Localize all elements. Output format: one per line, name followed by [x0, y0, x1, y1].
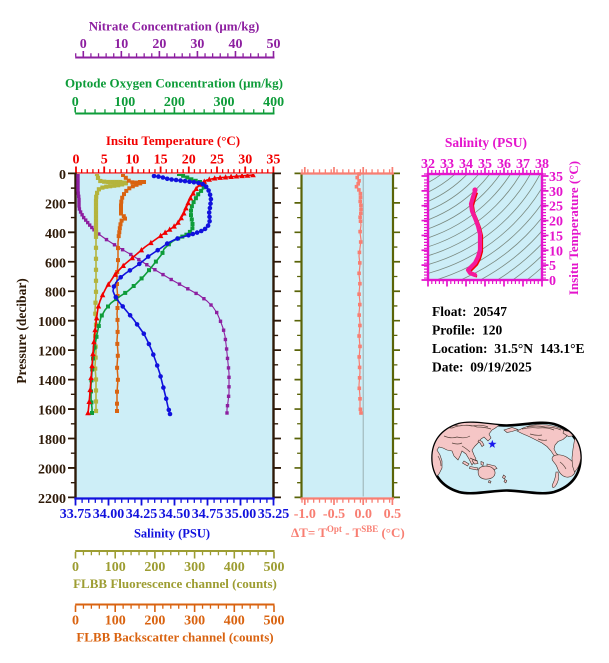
svg-text:Salinity (PSU): Salinity (PSU) — [445, 135, 527, 150]
svg-text:15: 15 — [154, 153, 168, 168]
svg-text:-0.5: -0.5 — [323, 507, 345, 522]
svg-text:37: 37 — [516, 157, 530, 172]
svg-text:Pressure (decibar): Pressure (decibar) — [14, 278, 29, 384]
svg-text:33: 33 — [440, 157, 454, 172]
svg-text:FLBB Backscatter channel (coun: FLBB Backscatter channel (counts) — [76, 630, 273, 645]
svg-text:300: 300 — [184, 614, 205, 629]
svg-text:30: 30 — [190, 37, 204, 52]
svg-text:300: 300 — [214, 95, 235, 110]
svg-text:-1.0: -1.0 — [294, 507, 316, 522]
svg-text:33.75: 33.75 — [60, 507, 92, 522]
svg-text:10: 10 — [549, 244, 563, 259]
svg-text:200: 200 — [144, 560, 165, 575]
svg-text:Insitu Temperature (°C): Insitu Temperature (°C) — [566, 161, 581, 295]
svg-text:Date: 09/19/2025: Date: 09/19/2025 — [432, 360, 532, 375]
svg-text:0.0: 0.0 — [354, 507, 372, 522]
svg-text:2200: 2200 — [38, 492, 66, 507]
svg-text:1600: 1600 — [38, 404, 66, 419]
svg-text:5: 5 — [549, 259, 556, 274]
svg-text:500: 500 — [264, 614, 285, 629]
svg-text:1400: 1400 — [38, 374, 66, 389]
svg-text:5: 5 — [101, 153, 108, 168]
svg-text:30: 30 — [549, 185, 563, 200]
svg-text:400: 400 — [224, 560, 245, 575]
svg-text:34.50: 34.50 — [159, 507, 191, 522]
svg-text:15: 15 — [549, 229, 563, 244]
svg-text:Location: 31.5°N 143.1°E: Location: 31.5°N 143.1°E — [432, 341, 585, 356]
svg-text:Salinity (PSU): Salinity (PSU) — [134, 527, 210, 541]
svg-text:1800: 1800 — [38, 433, 66, 448]
svg-text:100: 100 — [105, 560, 126, 575]
svg-text:10: 10 — [114, 37, 128, 52]
svg-text:38: 38 — [535, 157, 549, 172]
svg-text:34.00: 34.00 — [93, 507, 125, 522]
svg-text:400: 400 — [45, 227, 66, 242]
svg-text:500: 500 — [264, 560, 285, 575]
svg-text:35.25: 35.25 — [258, 507, 290, 522]
svg-text:40: 40 — [229, 37, 243, 52]
svg-text:30: 30 — [238, 153, 252, 168]
svg-text:0: 0 — [59, 168, 66, 183]
svg-text:600: 600 — [45, 256, 66, 271]
svg-text:0: 0 — [73, 153, 80, 168]
svg-text:0: 0 — [72, 95, 79, 110]
svg-text:20: 20 — [182, 153, 196, 168]
svg-text:0: 0 — [72, 614, 79, 629]
svg-text:Insitu Temperature (°C): Insitu Temperature (°C) — [106, 133, 240, 148]
svg-text:400: 400 — [224, 614, 245, 629]
svg-text:34.75: 34.75 — [192, 507, 224, 522]
svg-text:0: 0 — [72, 560, 79, 575]
svg-text:200: 200 — [45, 197, 66, 212]
svg-text:200: 200 — [164, 95, 185, 110]
svg-text:35: 35 — [266, 153, 280, 168]
svg-text:800: 800 — [45, 286, 66, 301]
svg-text:34.25: 34.25 — [126, 507, 158, 522]
svg-text:50: 50 — [267, 37, 281, 52]
svg-text:2000: 2000 — [38, 462, 66, 477]
svg-text:FLBB Fluorescence channel (cou: FLBB Fluorescence channel (counts) — [73, 576, 277, 591]
svg-text:35: 35 — [478, 157, 492, 172]
svg-text:0.5: 0.5 — [384, 507, 402, 522]
svg-text:0: 0 — [549, 274, 556, 289]
svg-text:Optode Oxygen Concentration (μ: Optode Oxygen Concentration (μm/kg) — [65, 76, 283, 91]
svg-text:25: 25 — [549, 200, 563, 215]
svg-text:35.00: 35.00 — [225, 507, 257, 522]
svg-text:20: 20 — [152, 37, 166, 52]
svg-text:20: 20 — [549, 215, 563, 230]
svg-text:1000: 1000 — [38, 315, 66, 330]
svg-text:400: 400 — [263, 95, 284, 110]
svg-text:35: 35 — [549, 170, 563, 185]
svg-text:Profile: 120: Profile: 120 — [432, 323, 502, 338]
svg-text:Nitrate Concentration (μm/kg): Nitrate Concentration (μm/kg) — [89, 19, 260, 34]
svg-text:300: 300 — [184, 560, 205, 575]
svg-text:10: 10 — [125, 153, 139, 168]
svg-text:ΔT= TOpt - TSBE (°C): ΔT= TOpt - TSBE (°C) — [291, 524, 405, 540]
svg-text:1200: 1200 — [38, 345, 66, 360]
svg-text:34: 34 — [459, 157, 473, 172]
svg-text:25: 25 — [210, 153, 224, 168]
svg-text:200: 200 — [144, 614, 165, 629]
svg-text:100: 100 — [105, 614, 126, 629]
svg-text:100: 100 — [114, 95, 135, 110]
svg-text:32: 32 — [421, 157, 435, 172]
svg-text:0: 0 — [80, 37, 87, 52]
svg-text:Float: 20547: Float: 20547 — [432, 304, 507, 319]
svg-text:36: 36 — [497, 157, 511, 172]
